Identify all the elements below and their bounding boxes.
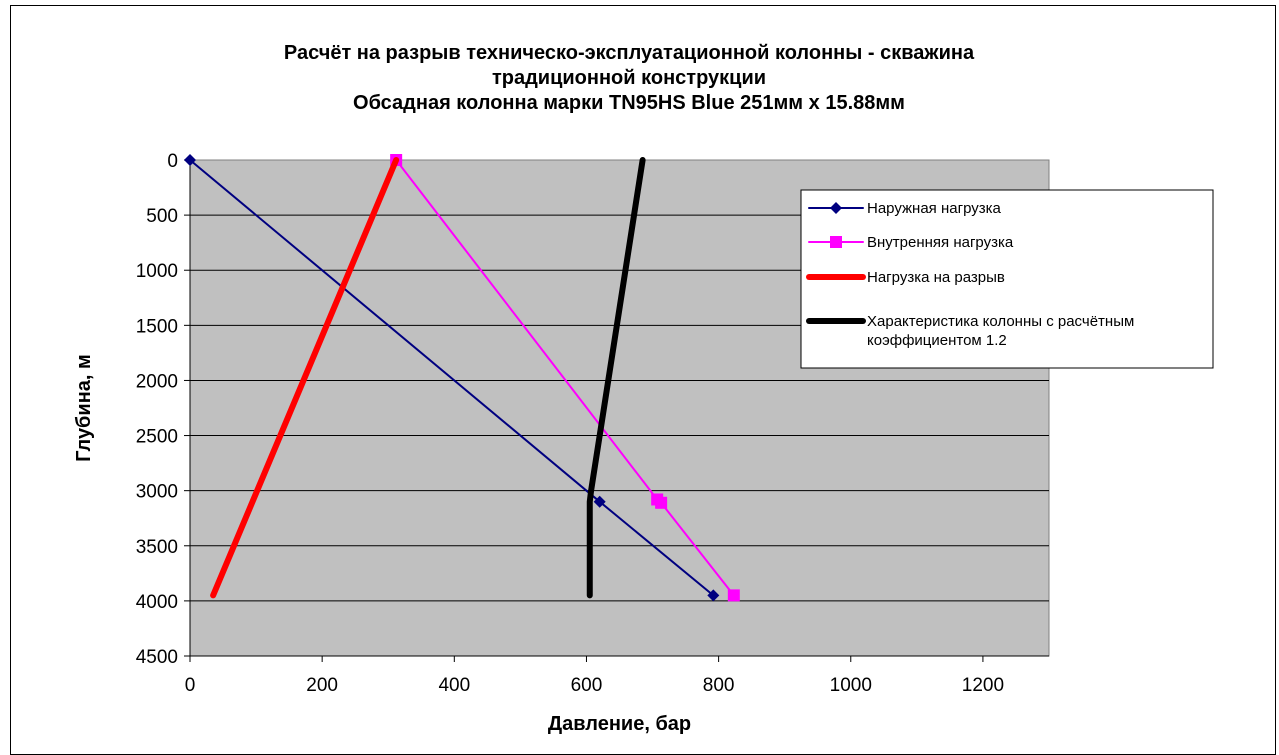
legend-label: Характеристика колонны с расчётным коэффи…: [867, 313, 1134, 349]
chart-title-line-3: Обсадная колонна марки TN95HS Blue 251мм…: [353, 92, 905, 114]
y-axis-title: Глубина, м: [73, 354, 95, 462]
x-tick-label: 800: [703, 675, 735, 696]
y-tick-label: 1000: [136, 261, 178, 282]
y-tick-label: 3500: [136, 537, 178, 558]
series-1: [184, 154, 720, 602]
x-tick-label: 1000: [830, 675, 872, 696]
y-tick-label: 1500: [136, 316, 178, 337]
y-tick-label: 4000: [136, 592, 178, 613]
data-point-marker: [655, 496, 668, 509]
x-tick-label: 200: [306, 675, 338, 696]
x-tick-label: 1200: [962, 675, 1004, 696]
legend-swatch-marker: [830, 202, 842, 214]
x-tick-label: 400: [438, 675, 470, 696]
x-tick-label: 0: [185, 675, 196, 696]
data-point-marker: [593, 495, 606, 508]
y-tick-label: 0: [167, 151, 178, 172]
data-point-marker: [184, 154, 196, 166]
series-line: [586, 157, 646, 599]
series-line: [210, 157, 400, 599]
legend-label-line: коэффициентом 1.2: [867, 332, 1007, 349]
series-3: [210, 157, 400, 599]
legend-label: Нагрузка на разрыв: [867, 269, 1005, 286]
legend-label-line: Характеристика колонны с расчётным: [867, 313, 1134, 330]
axes: 0 500 1000 1500 2000 2500 3000 3500 4000 4500 0 200…: [136, 151, 1049, 696]
y-tick-label: 3000: [136, 482, 178, 503]
chart-title-line-2: традиционной конструкции: [491, 67, 767, 89]
legend: Наружная нагрузка Внутренняя нагрузка Нагр…: [800, 189, 1214, 369]
legend-swatch-marker: [830, 236, 842, 248]
legend-label: Внутренняя нагрузка: [867, 234, 1014, 251]
y-tick-label: 4500: [136, 647, 178, 668]
y-tick-label: 2500: [136, 427, 178, 448]
y-tick-label: 500: [146, 206, 178, 227]
data-point-marker: [727, 589, 740, 602]
x-tick-label: 600: [571, 675, 603, 696]
series-group: [184, 154, 740, 602]
x-axis-title: Давление, бар: [548, 713, 691, 735]
data-point-marker: [707, 589, 720, 602]
legend-box: [800, 189, 1214, 369]
series-4: [586, 157, 646, 599]
y-tick-label: 2000: [136, 371, 178, 392]
chart-title-line-1: Расчёт на разрыв техническо-эксплуатацио…: [283, 42, 975, 64]
legend-label: Наружная нагрузка: [867, 200, 1002, 217]
